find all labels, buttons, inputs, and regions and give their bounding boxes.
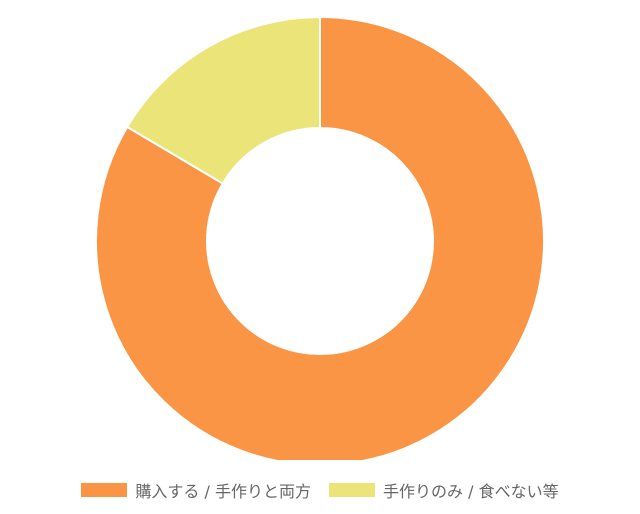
donut-slice-0[interactable] (95, 15, 545, 460)
chart-legend: 購入する / 手作りと両方 手作りのみ / 食べない等 (0, 470, 640, 510)
legend-swatch-purchase (81, 483, 128, 497)
donut-chart (95, 15, 545, 460)
legend-swatch-homemade (329, 483, 375, 497)
legend-item-purchase[interactable]: 購入する / 手作りと両方 (81, 478, 311, 502)
donut-slice-1[interactable] (125, 15, 321, 185)
legend-label-purchase: 購入する / 手作りと両方 (135, 482, 311, 501)
legend-item-homemade[interactable]: 手作りのみ / 食べない等 (329, 478, 559, 502)
legend-label-homemade: 手作りのみ / 食べない等 (383, 482, 559, 501)
